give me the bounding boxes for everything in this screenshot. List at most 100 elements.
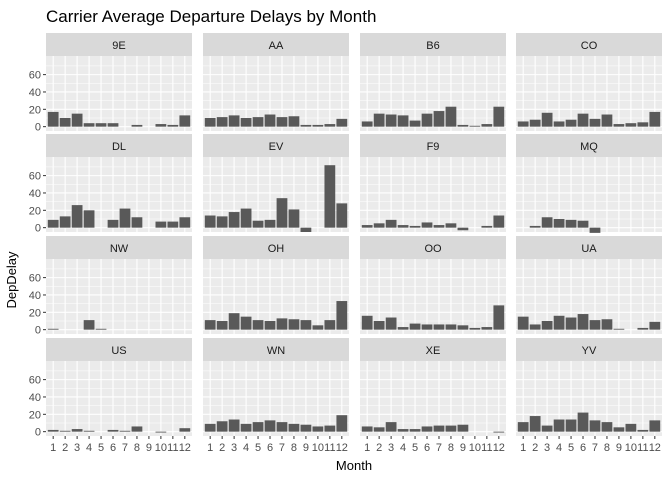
bar-ev-month-7	[276, 198, 288, 228]
facet-ua: UA	[516, 236, 662, 334]
facet-strip	[203, 33, 349, 56]
x-tick-label: 10	[469, 442, 481, 454]
bar-aa-month-12	[336, 118, 348, 127]
bar-xe-month-12	[493, 431, 505, 433]
x-tick-label: 2	[219, 442, 225, 454]
bar-mq-month-3	[541, 217, 553, 228]
bar-wn-month-3	[228, 419, 240, 432]
bar-oh-month-9	[300, 320, 312, 330]
bar-oh-month-2	[216, 320, 228, 330]
bar-dl-month-7	[119, 208, 131, 228]
bar-co-month-2	[529, 119, 541, 127]
bar-mq-month-2	[529, 225, 541, 228]
bar-aa-month-2	[216, 117, 228, 127]
bar-yv-month-4	[553, 419, 565, 432]
bar-aa-month-10	[312, 124, 324, 127]
bar-dl-month-2	[59, 216, 71, 228]
y-tick-label: 0	[35, 325, 41, 337]
x-tick-label: 12	[493, 442, 505, 454]
y-tick-label: 40	[29, 392, 41, 404]
bar-oh-month-5	[252, 320, 264, 330]
bar-oo-month-8	[445, 324, 457, 330]
bar-ua-month-4	[553, 315, 565, 330]
bar-us-month-1	[47, 429, 59, 432]
x-tick-label: 6	[267, 442, 273, 454]
bar-ua-month-9	[613, 328, 625, 330]
bar-dl-month-12	[179, 217, 191, 228]
y-axis-title: DepDelay	[4, 251, 19, 309]
bar-oo-month-5	[409, 323, 421, 330]
bar-aa-month-11	[324, 124, 336, 127]
facet-yv: YV	[516, 338, 662, 436]
bar-b6-month-12	[493, 106, 505, 127]
x-tick-label: 10	[155, 442, 167, 454]
bar-oo-month-7	[433, 324, 445, 330]
bar-f9-month-1	[361, 225, 373, 228]
bar-us-month-12	[179, 428, 191, 432]
bar-aa-month-3	[228, 115, 240, 127]
x-tick-label: 11	[481, 442, 492, 454]
bar-ua-month-1	[517, 316, 529, 330]
bar-xe-month-2	[373, 427, 385, 432]
bar-oo-month-12	[493, 305, 505, 330]
facet-strip	[360, 338, 506, 361]
bar-9e-month-12	[179, 115, 191, 127]
bar-xe-month-8	[445, 425, 457, 432]
bar-ua-month-6	[577, 314, 589, 330]
bar-co-month-10	[625, 123, 637, 127]
facet-oo: OO	[360, 236, 506, 334]
x-tick-label: 11	[637, 442, 648, 454]
bar-9e-month-4	[83, 123, 95, 127]
facet-panel	[46, 259, 192, 334]
bar-co-month-9	[613, 124, 625, 127]
bar-xe-month-4	[397, 429, 409, 432]
facet-strip	[46, 236, 192, 259]
x-tick-label: 9	[460, 442, 466, 454]
bar-ua-month-5	[565, 317, 577, 330]
bar-f9-month-3	[385, 219, 397, 228]
x-tick-label: 3	[231, 442, 237, 454]
facet-oh: OH	[203, 236, 349, 334]
facet-xe: XE	[360, 338, 506, 436]
bar-9e-month-5	[95, 123, 107, 127]
bar-9e-month-6	[107, 123, 119, 127]
bar-f9-month-8	[445, 223, 457, 228]
bar-us-month-6	[107, 429, 119, 432]
bar-oh-month-8	[288, 319, 300, 330]
bar-mq-month-7	[589, 227, 601, 233]
bar-yv-month-6	[577, 412, 589, 432]
x-tick-label: 4	[400, 442, 406, 454]
y-tick-label: 60	[29, 273, 41, 285]
bar-xe-month-5	[409, 429, 421, 432]
bar-f9-month-4	[397, 225, 409, 228]
bar-yv-month-11	[637, 429, 649, 432]
bar-b6-month-7	[433, 111, 445, 127]
bar-us-month-2	[59, 430, 71, 432]
x-tick-label: 1	[520, 442, 526, 454]
bar-yv-month-5	[565, 419, 577, 432]
bar-us-month-3	[71, 429, 83, 432]
facet-panel	[360, 361, 506, 436]
facet-panel	[516, 259, 662, 334]
bar-f9-month-12	[493, 215, 505, 228]
bar-f9-month-11	[481, 225, 493, 228]
bar-ua-month-12	[649, 321, 661, 330]
facet-strip	[360, 134, 506, 157]
bar-oo-month-4	[397, 327, 409, 330]
x-tick-label: 3	[544, 442, 550, 454]
facet-strip-label: OH	[268, 243, 285, 255]
bar-dl-month-10	[155, 221, 167, 228]
x-tick-label: 3	[74, 442, 80, 454]
bar-oh-month-10	[312, 325, 324, 330]
bar-oo-month-2	[373, 320, 385, 330]
bar-wn-month-9	[300, 424, 312, 432]
bar-yv-month-9	[613, 427, 625, 432]
x-axis: 1 2 3 4 5 6 7 8 9 10 11 12 1 2 3 4 5 6 7 8 9 10 11 12 1 2 3 4 5 6 7 8 9 1…	[50, 436, 661, 454]
facet-strip	[203, 134, 349, 157]
bar-ua-month-8	[601, 319, 613, 330]
y-tick-label: 40	[29, 290, 41, 302]
x-tick-label: 4	[86, 442, 92, 454]
y-tick-label: 60	[29, 375, 41, 387]
facet-strip-label: YV	[582, 345, 597, 357]
